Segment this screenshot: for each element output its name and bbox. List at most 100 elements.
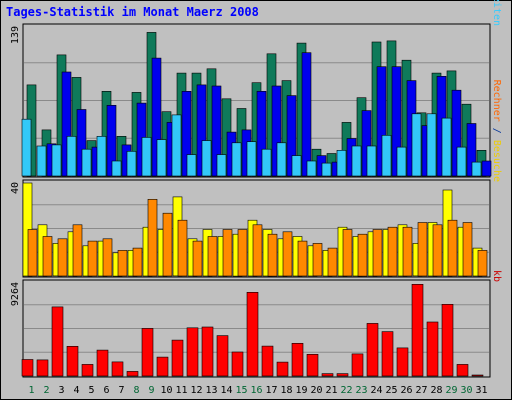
x-tick-label-31: 31 xyxy=(475,385,487,396)
bar-kb-day-22 xyxy=(337,374,348,376)
bar-kb-day-6 xyxy=(97,350,108,376)
bar-kb-day-26 xyxy=(397,348,408,376)
bottom-panel-legend: kb xyxy=(491,270,502,282)
x-tick-label-15: 15 xyxy=(235,385,247,396)
x-tick-label-10: 10 xyxy=(160,385,172,396)
bar-rechner-day-25 xyxy=(388,227,397,276)
bar-rechner-day-15 xyxy=(238,230,247,277)
bar-seiten-day-8 xyxy=(127,151,136,176)
bar-seiten-day-24 xyxy=(367,146,376,176)
bar-kb-day-17 xyxy=(262,346,273,376)
x-tick-label-14: 14 xyxy=(220,385,232,396)
bar-rechner-day-26 xyxy=(403,227,412,276)
bar-seiten-day-7 xyxy=(112,161,121,176)
bar-seiten-day-22 xyxy=(337,150,346,176)
legend-part-2-0: kb xyxy=(491,270,502,282)
bar-kb-day-30 xyxy=(457,364,468,376)
bar-rechner-day-3 xyxy=(58,239,67,276)
bar-kb-day-9 xyxy=(142,328,153,376)
bar-kb-day-27 xyxy=(412,284,423,376)
x-tick-label-4: 4 xyxy=(73,385,79,396)
bar-rechner-day-22 xyxy=(343,230,352,277)
bar-kb-day-18 xyxy=(277,362,288,376)
bar-seiten-day-21 xyxy=(322,163,331,176)
bar-kb-day-20 xyxy=(307,354,318,376)
middle-panel-ymax-label: 40 xyxy=(10,182,21,194)
top-panel-legend: Anfragen/Dateien/Seiten xyxy=(491,0,502,26)
x-tick-label-12: 12 xyxy=(190,385,202,396)
x-tick-label-1: 1 xyxy=(28,385,34,396)
bar-rechner-day-18 xyxy=(283,232,292,276)
bar-kb-day-16 xyxy=(247,292,258,376)
bar-rechner-day-4 xyxy=(73,225,82,276)
bar-seiten-day-14 xyxy=(217,155,226,176)
bar-seiten-day-2 xyxy=(37,146,46,176)
top-panel-ymax-label: 139 xyxy=(10,26,21,44)
middle-panel-legend: Rechner / Besuche xyxy=(491,80,502,182)
bar-seiten-day-9 xyxy=(142,137,151,176)
bar-rechner-day-16 xyxy=(253,225,262,276)
x-tick-label-5: 5 xyxy=(88,385,94,396)
bar-kb-day-21 xyxy=(322,374,333,376)
x-tick-label-23: 23 xyxy=(355,385,367,396)
bar-rechner-day-20 xyxy=(313,243,322,276)
bar-seiten-day-18 xyxy=(277,143,286,176)
x-tick-label-16: 16 xyxy=(250,385,262,396)
bar-kb-day-4 xyxy=(67,346,78,376)
bar-rechner-day-28 xyxy=(433,225,442,276)
x-tick-label-11: 11 xyxy=(175,385,187,396)
bar-kb-day-28 xyxy=(427,322,438,376)
bar-seiten-day-10 xyxy=(157,140,166,176)
bar-kb-day-19 xyxy=(292,343,303,376)
bar-rechner-day-24 xyxy=(373,230,382,277)
chart-title: Tages-Statistik im Monat Maerz 2008 xyxy=(6,5,259,19)
bar-seiten-day-15 xyxy=(232,143,241,176)
bar-seiten-day-28 xyxy=(427,114,436,176)
bar-seiten-day-3 xyxy=(52,145,61,176)
bar-rechner-day-30 xyxy=(463,223,472,277)
bar-kb-day-13 xyxy=(202,327,213,376)
bar-seiten-day-1 xyxy=(22,119,31,176)
bar-seiten-day-13 xyxy=(202,141,211,176)
x-tick-label-18: 18 xyxy=(280,385,292,396)
bar-kb-day-3 xyxy=(52,307,63,376)
bar-kb-day-11 xyxy=(172,340,183,376)
bar-seiten-day-27 xyxy=(412,114,421,176)
bar-seiten-day-17 xyxy=(262,149,271,176)
bar-seiten-day-25 xyxy=(382,135,391,176)
x-tick-label-3: 3 xyxy=(58,385,64,396)
bar-kb-day-24 xyxy=(367,323,378,376)
bar-kb-day-5 xyxy=(82,364,93,376)
bar-seiten-day-5 xyxy=(82,149,91,176)
bar-rechner-day-10 xyxy=(163,213,172,276)
x-tick-label-19: 19 xyxy=(295,385,307,396)
bar-rechner-day-14 xyxy=(223,230,232,277)
x-tick-label-22: 22 xyxy=(340,385,352,396)
bar-rechner-day-27 xyxy=(418,223,427,277)
bar-seiten-day-30 xyxy=(457,147,466,176)
x-tick-label-2: 2 xyxy=(43,385,49,396)
x-tick-label-21: 21 xyxy=(325,385,337,396)
bar-dateien-day-19 xyxy=(302,53,311,176)
x-tick-label-26: 26 xyxy=(400,385,412,396)
bar-seiten-day-29 xyxy=(442,118,451,176)
bar-kb-day-7 xyxy=(112,362,123,376)
bar-seiten-day-26 xyxy=(397,147,406,176)
legend-part-1-1: / xyxy=(491,122,502,140)
bar-kb-day-2 xyxy=(37,360,48,376)
bar-rechner-day-31 xyxy=(478,250,487,276)
bar-rechner-day-1 xyxy=(28,230,37,277)
x-tick-label-8: 8 xyxy=(133,385,139,396)
bar-seiten-day-19 xyxy=(292,156,301,176)
bar-rechner-day-23 xyxy=(358,234,367,276)
bar-rechner-day-5 xyxy=(88,241,97,276)
bar-kb-day-8 xyxy=(127,371,138,376)
x-tick-label-28: 28 xyxy=(430,385,442,396)
bar-rechner-day-6 xyxy=(103,239,112,276)
bar-seiten-day-12 xyxy=(187,155,196,176)
bar-rechner-day-2 xyxy=(43,237,52,277)
bar-seiten-day-16 xyxy=(247,142,256,176)
bar-rechner-day-8 xyxy=(133,248,142,276)
bar-rechner-day-29 xyxy=(448,220,457,276)
bar-rechner-day-13 xyxy=(208,237,217,277)
